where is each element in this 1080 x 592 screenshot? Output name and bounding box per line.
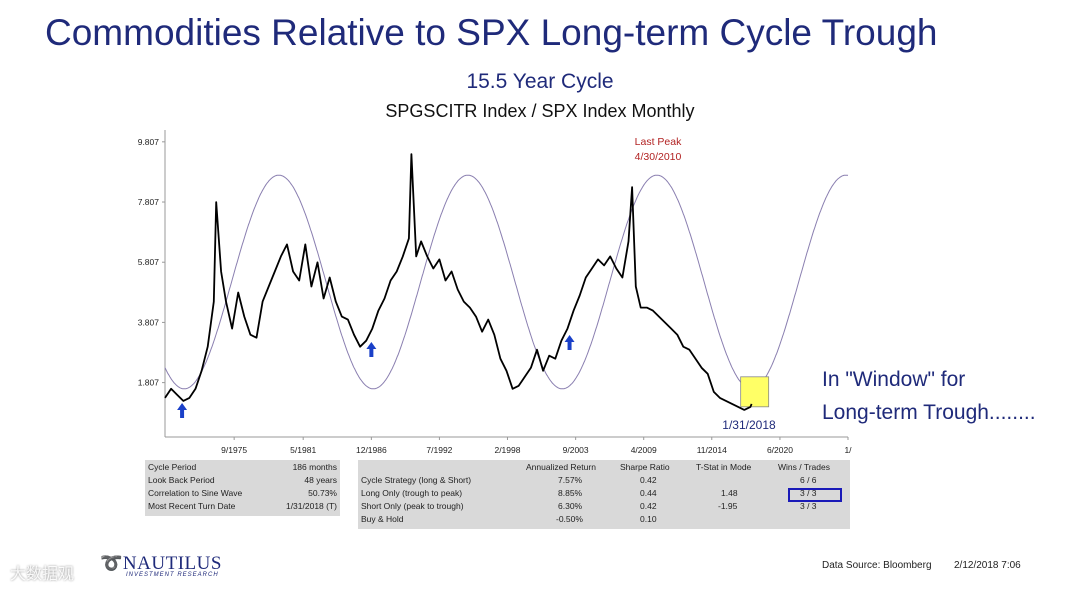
stat-value: 48 years: [304, 475, 337, 485]
up-arrow-icon: [177, 403, 188, 418]
up-arrow-icon: [564, 335, 575, 350]
table-row: Cycle Period 186 months: [145, 462, 340, 474]
long-only-highlight: [788, 488, 842, 502]
x-tick-label: 7/1992: [426, 445, 452, 455]
chart-subtitle: SPGSCITR Index / SPX Index Monthly: [385, 101, 695, 121]
cell-sharpe: 0.42: [640, 475, 657, 485]
x-tick-label: 9/2003: [563, 445, 589, 455]
stat-value: 186 months: [292, 462, 337, 472]
col-header: T-Stat in Mode: [696, 462, 752, 472]
cell-wins: 6 / 6: [800, 475, 817, 485]
row-label: Buy & Hold: [361, 514, 404, 524]
row-label: Cycle Strategy (long & Short): [361, 475, 472, 485]
cell-tstat: -1.95: [718, 501, 738, 511]
stat-label: Correlation to Sine Wave: [148, 488, 243, 498]
up-arrow-icon: [366, 342, 377, 357]
table-row: Short Only (peak to trough) 6.30% 0.42 -…: [358, 501, 850, 513]
cell-return: -0.50%: [556, 514, 583, 524]
cell-wins: 3 / 3: [800, 488, 817, 498]
y-tick-label: 5.807: [138, 257, 160, 267]
price-ratio-line: [164, 153, 753, 411]
cell-return: 8.85%: [558, 488, 583, 498]
col-header: Wins / Trades: [778, 462, 830, 472]
chart-axes: 9.807 7.807 5.807 3.807 1.807 9/1975 5/1981 12/…: [138, 130, 852, 455]
stat-label: Look Back Period: [148, 475, 215, 485]
x-tick-label: 11/2014: [697, 445, 727, 455]
nautilus-logo: ➰NAUTILUS INVESTMENT RESEARCH: [100, 553, 222, 578]
x-tick-label: 12/1986: [356, 445, 387, 455]
col-header: Annualized Return: [526, 462, 596, 472]
cycle-title: 15.5 Year Cycle: [466, 70, 614, 93]
stat-label: Most Recent Turn Date: [148, 501, 236, 511]
window-note: In "Window" for Long-term Trough........: [822, 363, 1036, 429]
trough-date-label: 1/31/2018: [722, 418, 776, 432]
x-tick-label: 4/2009: [631, 445, 657, 455]
sine-wave-line: [164, 174, 849, 390]
x-tick-label: 2/1998: [494, 445, 520, 455]
arrow-layer: [177, 335, 575, 418]
x-tick-label: 6/2020: [767, 445, 793, 455]
trough-window-box: [740, 376, 770, 408]
table-header-row: Annualized Return Sharpe Ratio T-Stat in…: [358, 462, 850, 474]
cell-tstat: 1.48: [721, 488, 738, 498]
last-peak-label: Last Peak: [635, 136, 682, 148]
label-layer: Last Peak 4/30/2010 1/31/2018: [635, 136, 776, 432]
highlight-layer: [740, 376, 770, 408]
cycle-stats-table: Cycle Period 186 months Look Back Period…: [145, 460, 340, 516]
cell-sharpe: 0.44: [640, 488, 657, 498]
window-note-line1: In "Window" for: [822, 368, 966, 391]
y-tick-label: 7.807: [138, 197, 160, 207]
col-header: Sharpe Ratio: [620, 462, 670, 472]
cell-sharpe: 0.42: [640, 501, 657, 511]
last-peak-date: 4/30/2010: [635, 151, 682, 163]
table-row: Long Only (trough to peak) 8.85% 0.44 1.…: [358, 488, 850, 500]
table-row: Look Back Period 48 years: [145, 475, 340, 487]
cell-wins: 3 / 3: [800, 501, 817, 511]
y-tick-label: 9.807: [138, 137, 160, 147]
stat-value: 50.73%: [308, 488, 337, 498]
x-tick-label: 9/1975: [221, 445, 247, 455]
stat-label: Cycle Period: [148, 462, 197, 472]
report-timestamp: 2/12/2018 7:06: [954, 560, 1021, 571]
window-note-line2: Long-term Trough........: [822, 401, 1036, 424]
y-tick-label: 1.807: [138, 378, 160, 388]
row-label: Short Only (peak to trough): [361, 501, 464, 511]
strategy-stats-table: Annualized Return Sharpe Ratio T-Stat in…: [358, 460, 850, 529]
watermark: 大数据观: [10, 566, 75, 583]
table-row: Buy & Hold -0.50% 0.10: [358, 514, 850, 526]
page-title: Commodities Relative to SPX Long-term Cy…: [45, 12, 938, 53]
stat-value: 1/31/2018 (T): [285, 501, 337, 511]
logo-text: NAUTILUS: [122, 553, 222, 574]
logo-subtext: INVESTMENT RESEARCH: [126, 572, 219, 578]
cell-return: 7.57%: [558, 475, 583, 485]
x-tick-label: 5/1981: [290, 445, 316, 455]
price-line-layer: [164, 153, 753, 411]
table-row: Correlation to Sine Wave 50.73%: [145, 488, 340, 500]
table-row: Cycle Strategy (long & Short) 7.57% 0.42…: [358, 475, 850, 487]
logo-name: ➰NAUTILUS: [100, 553, 222, 575]
cell-return: 6.30%: [558, 501, 583, 511]
cell-sharpe: 0.10: [640, 514, 657, 524]
data-source: Data Source: Bloomberg: [822, 560, 932, 571]
x-tick-label: 1/: [844, 445, 852, 455]
y-tick-label: 3.807: [138, 317, 160, 327]
sine-wave-layer: [164, 174, 849, 390]
table-row: Most Recent Turn Date 1/31/2018 (T): [145, 501, 340, 513]
nautilus-shell-icon: ➰: [100, 553, 123, 573]
row-label: Long Only (trough to peak): [361, 488, 463, 498]
